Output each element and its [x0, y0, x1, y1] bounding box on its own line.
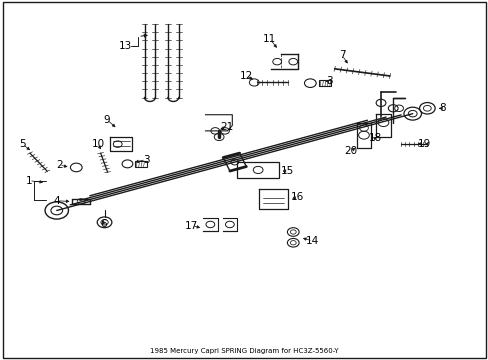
Text: 12: 12 [239, 71, 252, 81]
Text: 20: 20 [344, 146, 357, 156]
Text: 9: 9 [103, 115, 110, 125]
Text: 13: 13 [118, 41, 131, 50]
Text: 19: 19 [416, 139, 430, 149]
Text: 7: 7 [338, 50, 345, 60]
Text: 4: 4 [53, 196, 60, 206]
Text: 11: 11 [263, 34, 276, 44]
Text: 5: 5 [20, 139, 26, 149]
Bar [319, 80, 330, 86]
Text: 21: 21 [220, 122, 233, 132]
Text: 3: 3 [326, 76, 332, 86]
Text: 3: 3 [142, 154, 149, 165]
Text: 2: 2 [56, 160, 62, 170]
Text: 6: 6 [100, 219, 106, 229]
Text: 8: 8 [439, 103, 446, 113]
Text: 1985 Mercury Capri SPRING Diagram for HC3Z-5560-Y: 1985 Mercury Capri SPRING Diagram for HC… [150, 348, 338, 354]
Text: 16: 16 [290, 192, 303, 202]
Text: 14: 14 [305, 236, 319, 246]
Text: 1: 1 [25, 176, 32, 186]
Text: 15: 15 [280, 166, 293, 176]
Text: 10: 10 [91, 139, 104, 149]
Text: 18: 18 [368, 133, 381, 143]
Text: 17: 17 [185, 221, 198, 230]
Bar [135, 161, 147, 167]
Bar [237, 162, 278, 178]
